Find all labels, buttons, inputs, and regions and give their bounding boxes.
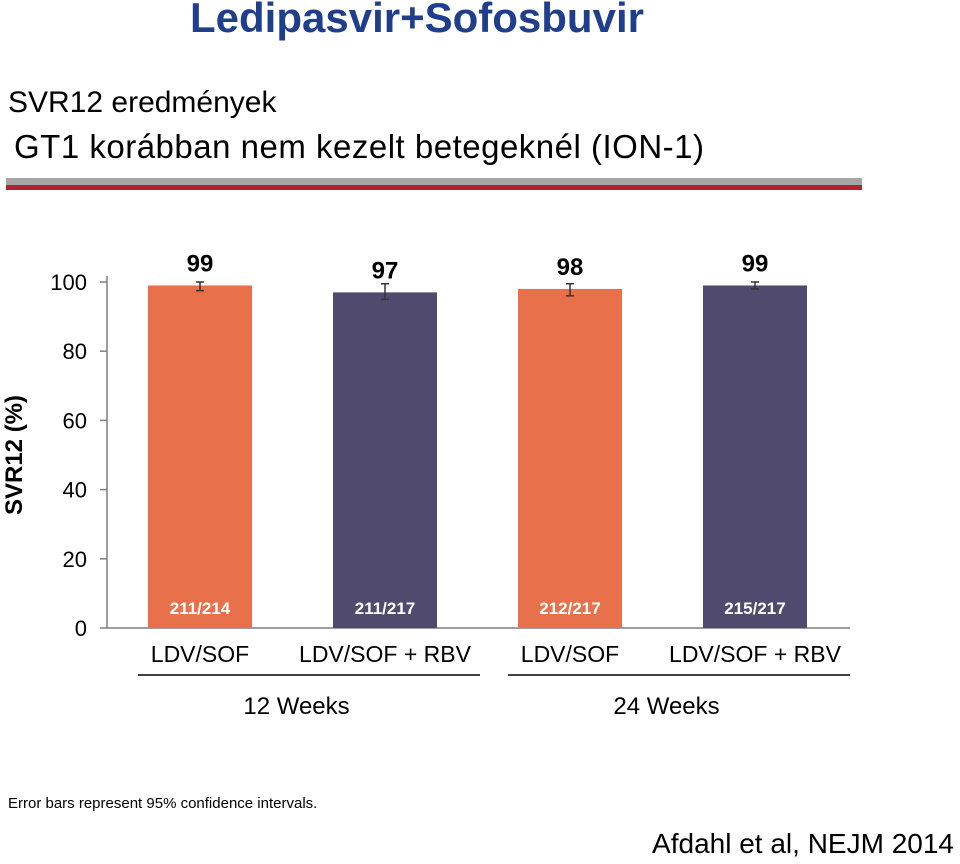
- category-label-1: LDV/SOF: [151, 641, 249, 667]
- group-label-1: 12 Weeks: [243, 693, 349, 720]
- category-label-3: LDV/SOF: [521, 641, 619, 667]
- header-rule-red: [6, 185, 862, 190]
- svr12-bar-chart: 0 20 40 60 80 100 SVR12 (%) 99 211/214 LDV/SOF 97 2…: [1, 250, 850, 720]
- bar-1: [148, 285, 252, 628]
- value-label-2: 97: [372, 257, 399, 284]
- value-label-1: 99: [187, 250, 214, 277]
- subtitle-line-1: SVR12 eredmények: [8, 86, 277, 119]
- bar-3: [518, 288, 622, 628]
- count-label-2: 211/217: [355, 599, 416, 618]
- y-tick-label: 20: [63, 547, 87, 572]
- count-label-3: 212/217: [539, 599, 600, 618]
- y-tick-label: 80: [63, 339, 87, 364]
- value-label-4: 99: [742, 250, 769, 277]
- subtitle-line-2: GT1 korábban nem kezelt betegeknél (ION-…: [14, 128, 705, 165]
- bar-4: [703, 285, 807, 628]
- category-label-4: LDV/SOF + RBV: [669, 641, 842, 667]
- y-tick-label: 100: [50, 270, 87, 295]
- category-label-2: LDV/SOF + RBV: [299, 641, 472, 667]
- citation: Afdahl et al, NEJM 2014: [652, 828, 954, 859]
- y-tick-label: 60: [63, 408, 87, 433]
- bar-2: [333, 292, 437, 628]
- y-tick-label: 40: [63, 478, 87, 503]
- page-title: Ledipasvir+Sofosbuvir: [190, 0, 644, 41]
- header-rule-grey: [6, 178, 862, 185]
- value-label-3: 98: [557, 254, 584, 281]
- y-axis-title: SVR12 (%): [1, 395, 28, 515]
- footnote: Error bars represent 95% confidence inte…: [8, 795, 318, 812]
- group-label-2: 24 Weeks: [613, 693, 719, 720]
- count-label-1: 211/214: [170, 599, 231, 618]
- y-tick-label: 0: [75, 616, 87, 641]
- count-label-4: 215/217: [724, 599, 785, 618]
